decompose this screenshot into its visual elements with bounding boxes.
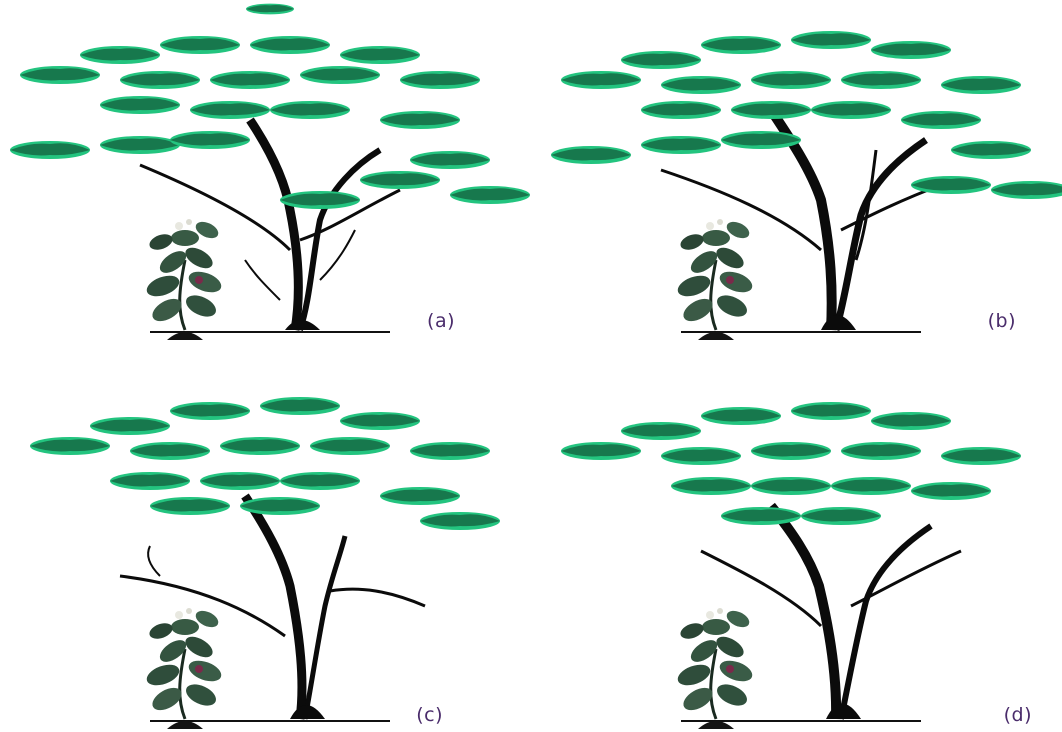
panel-c: (c) [0, 366, 531, 732]
tree-illustration-a [10, 3, 530, 342]
panel-a: (a) [0, 0, 531, 366]
panel-label-c: (c) [416, 704, 443, 726]
panel-b: (b) [531, 0, 1062, 366]
panel-label-d: (d) [1003, 704, 1032, 726]
panel-label-a: (a) [427, 310, 455, 332]
panel-d: (d) [531, 366, 1062, 732]
tree-illustration-b [551, 31, 1062, 342]
tree-illustration-d [561, 402, 1021, 731]
tree-illustration-c [30, 397, 500, 731]
panel-label-b: (b) [987, 310, 1016, 332]
